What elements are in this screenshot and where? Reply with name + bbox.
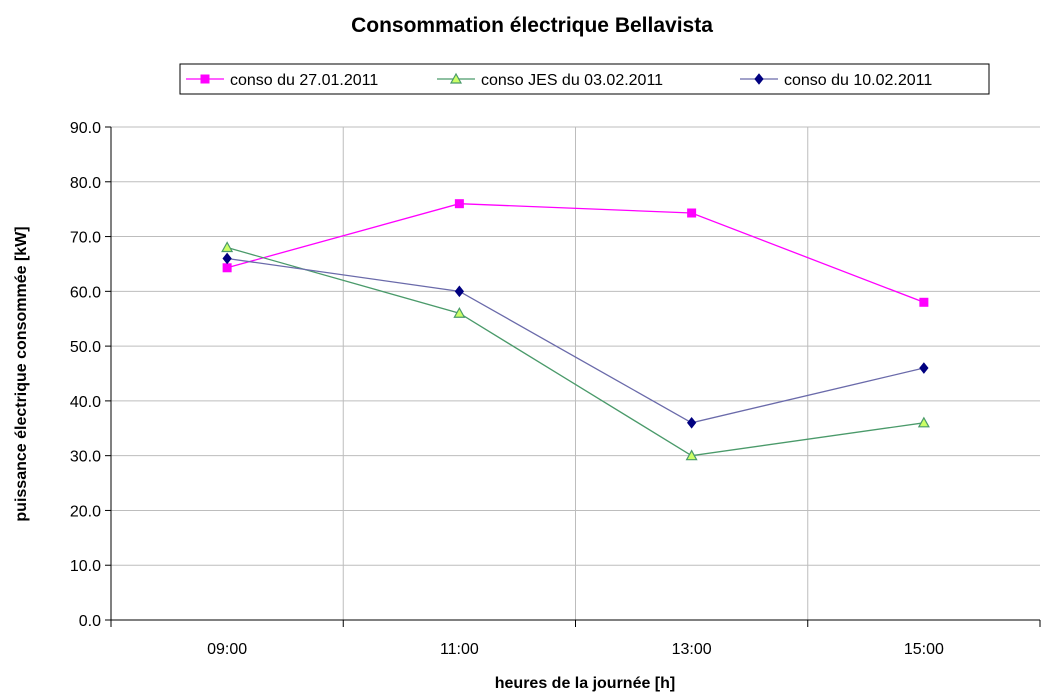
y-tick-label: 40.0 xyxy=(70,394,101,411)
series-3-point xyxy=(454,285,465,298)
series-3-point xyxy=(919,362,929,374)
series-1-point xyxy=(919,297,929,307)
x-tick-label: 11:00 xyxy=(440,641,479,658)
chart-title: Consommation électrique Bellavista xyxy=(351,14,713,37)
legend-marker xyxy=(200,74,210,84)
y-tick-label: 30.0 xyxy=(70,449,101,466)
series-3 xyxy=(222,252,929,429)
y-axis-label: puissance électrique consommée [kW] xyxy=(13,226,30,521)
x-tick-label: 15:00 xyxy=(904,641,944,658)
series-2-point xyxy=(453,307,466,318)
x-axis-ticks: 09:00 11:00 13:00 15:00 xyxy=(110,620,1041,658)
y-tick-label: 90.0 xyxy=(70,120,101,137)
y-tick-label: 20.0 xyxy=(70,503,101,520)
y-tick-label: 0.0 xyxy=(79,613,101,630)
x-axis-label: heures de la journée [h] xyxy=(495,675,675,692)
series-3-line xyxy=(227,257,925,424)
legend-item-3: conso du 10.02.2011 xyxy=(740,72,932,89)
series-1-point xyxy=(687,208,697,218)
series-1 xyxy=(222,199,929,307)
x-tick-label: 09:00 xyxy=(207,641,247,658)
x-tick-label: 13:00 xyxy=(672,641,712,658)
legend-item-2: conso JES du 03.02.2011 xyxy=(437,72,663,89)
y-tick-label: 50.0 xyxy=(70,339,101,356)
legend-item-1: conso du 27.01.2011 xyxy=(186,72,378,89)
legend-box xyxy=(179,63,990,95)
gridlines xyxy=(111,126,1040,620)
series-2-line xyxy=(226,246,924,457)
y-tick-label: 60.0 xyxy=(70,284,101,301)
legend-marker xyxy=(754,73,764,85)
y-tick-label: 80.0 xyxy=(70,175,101,192)
series-2-point xyxy=(221,241,234,253)
series-layer xyxy=(221,199,930,461)
y-tick-label: 10.0 xyxy=(70,558,101,575)
series-1-point xyxy=(454,199,464,209)
series-3-point xyxy=(686,416,697,429)
series-2-point xyxy=(917,416,930,428)
legend: conso du 27.01.2011 conso JES du 03.02.20… xyxy=(179,63,990,95)
series-2-point xyxy=(685,449,698,461)
series-1-point xyxy=(222,263,232,273)
legend-label: conso du 27.01.2011 xyxy=(230,72,378,89)
legend-label: conso JES du 03.02.2011 xyxy=(481,72,663,89)
series-1-line xyxy=(226,203,925,303)
y-tick-label: 70.0 xyxy=(70,230,101,247)
y-axis-ticks: 0.0 10.0 20.0 30.0 40.0 50.0 60.0 70.0 80.0 90.0 xyxy=(70,120,111,630)
series-2 xyxy=(221,241,930,461)
series-3-point xyxy=(222,252,232,265)
legend-label: conso du 10.02.2011 xyxy=(784,72,932,89)
legend-marker xyxy=(449,72,463,84)
